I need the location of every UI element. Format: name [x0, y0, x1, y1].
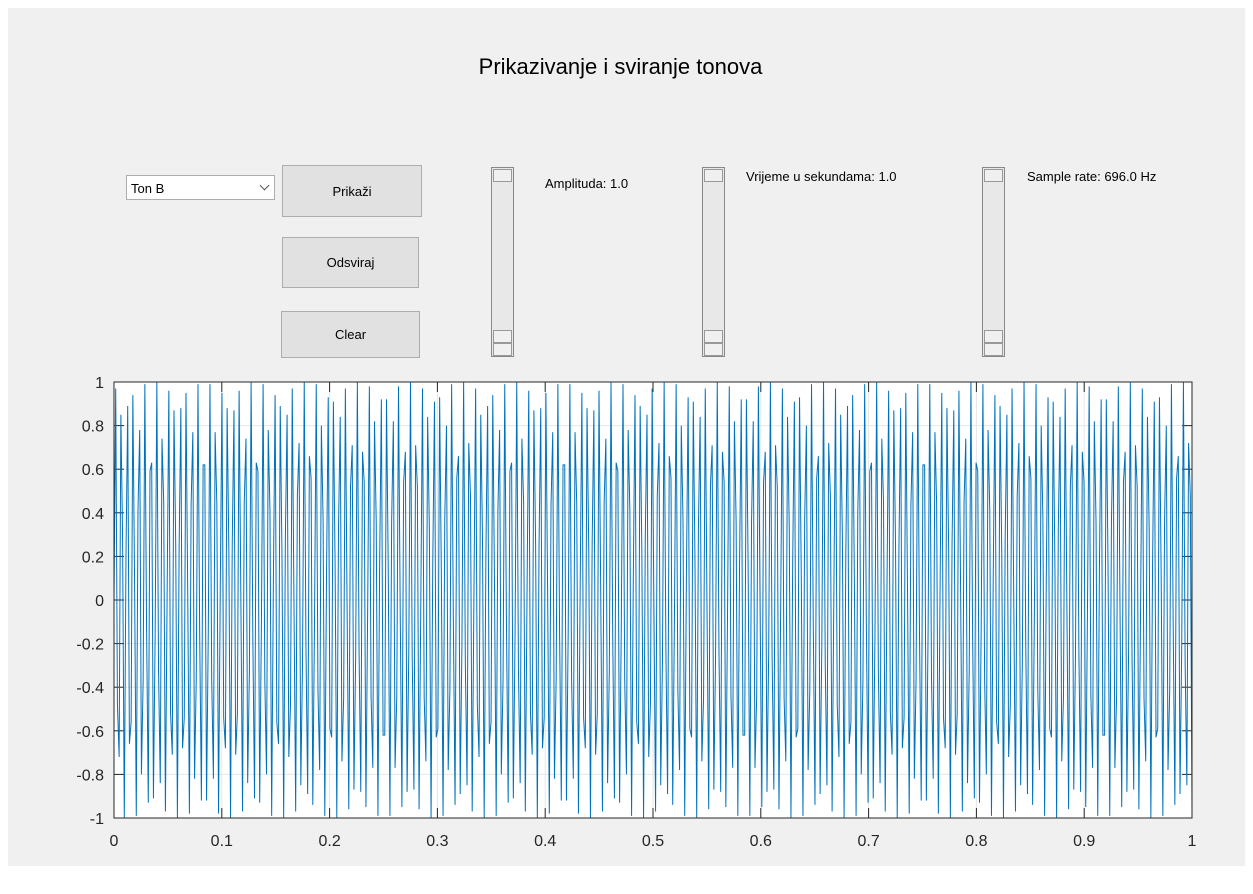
tone-dropdown[interactable]: Ton B: [126, 175, 275, 200]
x-tick-label: 0.1: [211, 833, 233, 850]
x-tick-label: 0.4: [534, 833, 556, 850]
window-title: Prikazivanje i sviranje tonova: [478, 54, 763, 79]
slider-thumb[interactable]: [984, 330, 1003, 343]
amplitude-label: Amplituda: 1.0: [545, 176, 629, 191]
y-tick-label: -0.2: [76, 637, 104, 654]
slider-down[interactable]: [493, 343, 512, 356]
x-tick-label: 0.6: [750, 833, 772, 850]
x-tick-label: 0.7: [857, 833, 879, 850]
slider-down[interactable]: [704, 343, 723, 356]
time-slider[interactable]: [702, 167, 725, 357]
slider-thumb[interactable]: [704, 330, 723, 343]
y-tick-label: -0.6: [76, 724, 104, 741]
figure-window: Prikazivanje i sviranje tonova Ton B Pri…: [8, 8, 1245, 866]
x-tick-label: 0.5: [642, 833, 664, 850]
y-tick-label: -0.4: [76, 680, 104, 697]
slider-up[interactable]: [704, 169, 723, 182]
sample-rate-slider[interactable]: [982, 167, 1005, 357]
show-button[interactable]: Prikaži: [282, 165, 422, 217]
clear-button[interactable]: Clear: [281, 311, 420, 358]
x-tick-label: 0.3: [426, 833, 448, 850]
slider-up[interactable]: [984, 169, 1003, 182]
waveform-line: [113, 381, 1193, 819]
sample-rate-label: Sample rate: 696.0 Hz: [1027, 169, 1157, 184]
y-tick-label: 0.2: [82, 549, 104, 566]
axes-box: [113, 381, 1193, 819]
x-tick-label: 0.9: [1073, 833, 1095, 850]
x-tick-label: 0.8: [965, 833, 987, 850]
y-tick-label: 0.6: [82, 462, 104, 479]
y-tick-label: 0.8: [82, 419, 104, 436]
y-tick-label: 1: [95, 375, 104, 392]
waveform-plot: -1 -0.8 -0.6 -0.4 -0.2 0 0.2 0.4 0.6 0.8 1 0 0.1 0.2 0…: [76, 375, 1197, 850]
y-tick-label: 0.4: [82, 506, 104, 523]
amplitude-slider[interactable]: [491, 167, 514, 357]
x-tick-label: 0.2: [318, 833, 340, 850]
x-tick-label: 1: [1188, 833, 1197, 850]
play-button[interactable]: Odsviraj: [282, 237, 419, 288]
time-label: Vrijeme u sekundama: 1.0: [746, 169, 897, 184]
y-tick-label: -0.8: [76, 767, 104, 784]
dropdown-value: Ton B: [131, 181, 165, 196]
y-tick-label: -1: [90, 811, 104, 828]
y-tick-label: 0: [95, 593, 104, 610]
x-tick-label: 0: [110, 833, 119, 850]
slider-thumb[interactable]: [493, 330, 512, 343]
slider-down[interactable]: [984, 343, 1003, 356]
slider-up[interactable]: [493, 169, 512, 182]
